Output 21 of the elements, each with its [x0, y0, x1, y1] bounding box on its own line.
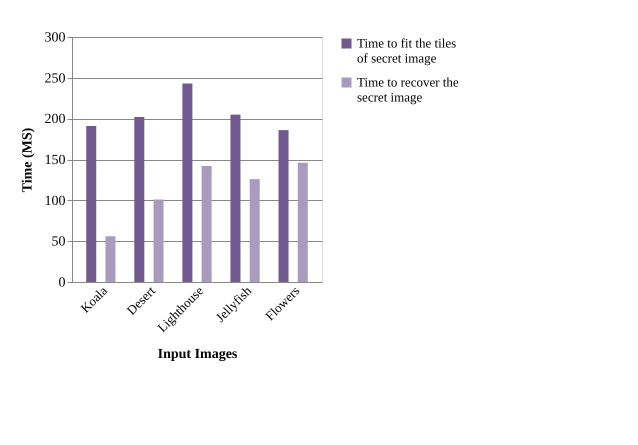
y-tick-label: 50 [52, 234, 66, 250]
legend-label: Time to recover the secret image [357, 74, 459, 104]
bar [230, 114, 240, 282]
bar [250, 179, 260, 282]
bar [182, 84, 192, 282]
y-tick-label: 250 [44, 71, 66, 86]
bar [278, 130, 289, 282]
bar [202, 166, 212, 282]
y-tick-label: 300 [44, 30, 66, 46]
bar [86, 126, 96, 282]
y-axis-title: Time (MS) [20, 127, 36, 192]
y-tick-label: 100 [44, 194, 66, 209]
bar [105, 236, 116, 282]
x-axis-title: Input Images [158, 347, 238, 362]
bar [134, 117, 144, 282]
y-tick-label: 150 [44, 153, 66, 168]
bar [154, 200, 164, 282]
y-tick-label: 0 [58, 276, 66, 290]
bar [298, 162, 308, 282]
legend-label: Time to fit the tiles of secret image [357, 36, 456, 66]
y-tick-label: 200 [44, 112, 66, 128]
